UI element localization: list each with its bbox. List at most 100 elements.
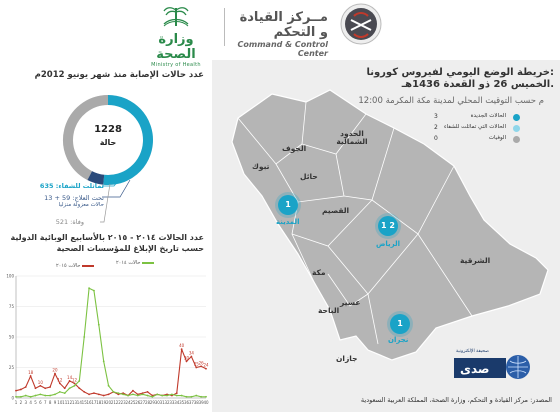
- x-tick-label: 9: [54, 400, 57, 405]
- legend-2014-label: حالات ٢٠١٤: [116, 260, 141, 266]
- chart-title-line2: حسب تاريخ الإبلاغ للمؤسسات الصحية: [56, 244, 204, 253]
- chart-legend-2014: حالات ٢٠١٤: [116, 260, 155, 266]
- x-tick-label: 10: [57, 400, 63, 405]
- series-point: [83, 336, 86, 338]
- series-point: [93, 289, 95, 292]
- series-point: [200, 365, 203, 368]
- legend-row-recovered: 2 الحالات التي تماثلت للشفاء: [428, 123, 524, 133]
- x-tick-label: 18: [96, 400, 102, 405]
- total-cases: 1228: [94, 124, 122, 135]
- series-point: [136, 394, 139, 397]
- series-point: [205, 395, 207, 398]
- series-point: [49, 386, 52, 388]
- x-tick-label: 22: [116, 400, 122, 405]
- series-line-2015: [15, 348, 207, 397]
- series-point: [49, 394, 52, 397]
- series-point: [170, 393, 173, 396]
- series-point: [24, 394, 27, 397]
- x-tick-label: 5: [34, 400, 37, 405]
- pin-najran[interactable]: 1: [390, 314, 410, 334]
- series-point: [68, 380, 71, 382]
- city-label: تبوك: [252, 162, 270, 171]
- x-tick-label: 20: [106, 400, 112, 405]
- series-point: [205, 367, 207, 370]
- x-tick-label: 19: [101, 400, 107, 405]
- ccc-title-en: Command & Control Center: [237, 40, 328, 58]
- series-point: [73, 384, 76, 387]
- x-tick-label: 17: [91, 400, 97, 405]
- ring-segment-deaths: [63, 95, 109, 180]
- data-label: 30: [184, 355, 190, 360]
- pin-label-madinah: المدينة: [276, 218, 300, 226]
- news-time: 12:00 م حسب التوقيت المحلي لمدينة مكة ال…: [358, 96, 544, 106]
- legend-label: الحالات الجديدة: [470, 113, 506, 119]
- city-label: حائل: [300, 172, 318, 181]
- series-point: [58, 382, 61, 385]
- series-point: [29, 375, 32, 377]
- series-point: [141, 393, 144, 396]
- city-label: الشرقية: [460, 256, 491, 265]
- x-tick-label: 40: [203, 400, 209, 405]
- series-point: [39, 384, 42, 387]
- x-tick-label: 6: [39, 400, 42, 405]
- x-tick-label: 16: [87, 400, 93, 405]
- legend-label: الوفيات: [488, 135, 506, 141]
- series-point: [93, 392, 95, 395]
- series-point: [190, 355, 193, 358]
- x-tick-label: 1: [15, 400, 18, 405]
- x-tick-label: 29: [150, 400, 156, 405]
- x-tick-label: 34: [174, 400, 180, 405]
- sada-badge: صدى صحيفة الإلكترونية: [452, 349, 532, 382]
- x-tick-label: 23: [121, 400, 127, 405]
- x-tick-label: 35: [179, 400, 185, 405]
- x-tick-label: 38: [194, 400, 200, 405]
- legend-dot-icon: [513, 125, 520, 132]
- legend-2015-label: حالات ٢٠١٥: [56, 263, 81, 269]
- sada-logo-icon: [454, 355, 530, 379]
- city-label: الباحة: [318, 306, 340, 315]
- legend-2015-swatch-icon: [82, 264, 95, 267]
- x-tick-label: 33: [169, 400, 175, 405]
- series-point: [83, 391, 86, 393]
- series-point: [146, 394, 149, 397]
- x-tick-label: 7: [44, 400, 47, 405]
- legend-2014-swatch-icon: [142, 261, 155, 264]
- pin-riyadh[interactable]: 1 2: [378, 216, 398, 236]
- x-tick-label: 32: [164, 400, 170, 405]
- x-tick-label: 12: [67, 400, 73, 405]
- header: [0, 0, 560, 64]
- series-point: [117, 392, 120, 395]
- ccc-emblem: [340, 2, 382, 48]
- pin-madinah[interactable]: 1: [278, 195, 298, 215]
- city-label: جازان: [336, 354, 358, 363]
- x-tick-label: 36: [184, 400, 190, 405]
- city-label: مكة: [312, 268, 326, 277]
- series-point: [185, 395, 188, 398]
- series-point: [200, 395, 203, 398]
- series-point: [132, 389, 134, 392]
- x-tick-label: 8: [49, 400, 52, 405]
- legend-label: الحالات التي تماثلت للشفاء: [443, 124, 506, 130]
- x-tick-label: 31: [160, 400, 166, 405]
- series-point: [68, 387, 71, 390]
- city-label: الجوف: [282, 144, 307, 153]
- y-tick-label: 50: [9, 335, 15, 340]
- news-title-line2: الخميس 26 ذو القعدة 1436هـ.: [401, 79, 554, 90]
- series-point: [112, 391, 115, 393]
- series-point: [24, 386, 27, 388]
- chart-legend-2015: حالات ٢٠١٥: [56, 263, 95, 269]
- summary-title: عدد حالات الإصابة منذ شهر يونيو 2012م: [34, 70, 204, 80]
- x-tick-label: 27: [140, 400, 146, 405]
- y-tick-label: 100: [6, 274, 14, 279]
- data-label: 18: [28, 370, 34, 375]
- series-point: [54, 372, 56, 375]
- moh-title-en: Ministry of Health: [151, 62, 201, 68]
- pin-label-riyadh: الرياض: [376, 240, 401, 248]
- series-point: [122, 393, 125, 396]
- palm-swords-icon: [163, 7, 189, 27]
- x-tick-label: 14: [77, 400, 83, 405]
- series-point: [73, 382, 76, 385]
- news-title-line1: خريطة الوضع اليومي لفيروس كورونا:: [366, 67, 554, 78]
- y-tick-label: 75: [9, 304, 15, 309]
